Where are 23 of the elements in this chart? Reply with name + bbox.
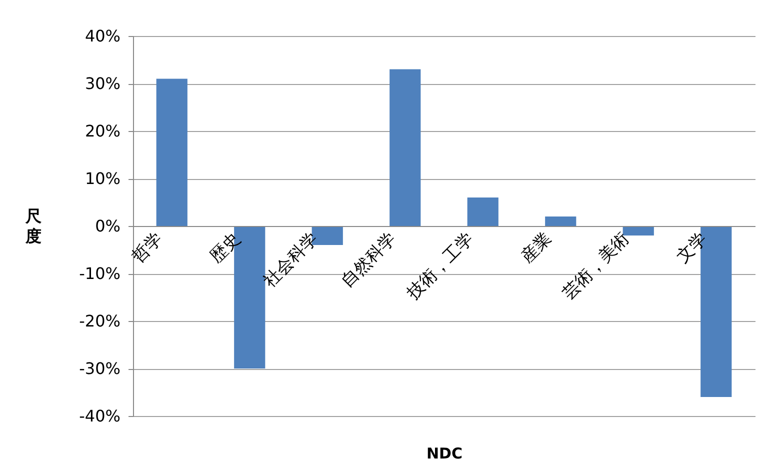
bar	[390, 69, 421, 226]
bar	[156, 78, 188, 226]
y-tick-label: 30%	[84, 74, 120, 93]
y-tick-label: 0%	[95, 216, 120, 236]
x-tick-label: 哲学	[128, 229, 167, 268]
x-tick-label: 社会科学	[260, 229, 322, 292]
x-tick-label: 産業	[517, 229, 556, 268]
y-tick-label: 10%	[84, 169, 120, 188]
y-tick-label: -30%	[79, 359, 120, 378]
y-tick-label: 40%	[84, 26, 120, 46]
bar	[545, 216, 576, 226]
x-tick-label: 芸術，美術	[558, 229, 634, 304]
y-tick-label: 20%	[84, 122, 120, 140]
y-tick-label: -10%	[79, 264, 120, 283]
x-tick-label: 自然科学	[338, 229, 400, 292]
y-axis-title: 尺度	[24, 206, 42, 246]
x-tick-label: 歴史	[206, 229, 244, 268]
bar	[467, 198, 498, 226]
x-tick-label: 文学	[672, 229, 711, 268]
y-tick-label: -40%	[79, 406, 120, 426]
x-axis-title: NDC	[426, 444, 463, 462]
x-tick-label: 技術，工学	[402, 229, 478, 304]
y-tick-label: -20%	[79, 312, 120, 330]
